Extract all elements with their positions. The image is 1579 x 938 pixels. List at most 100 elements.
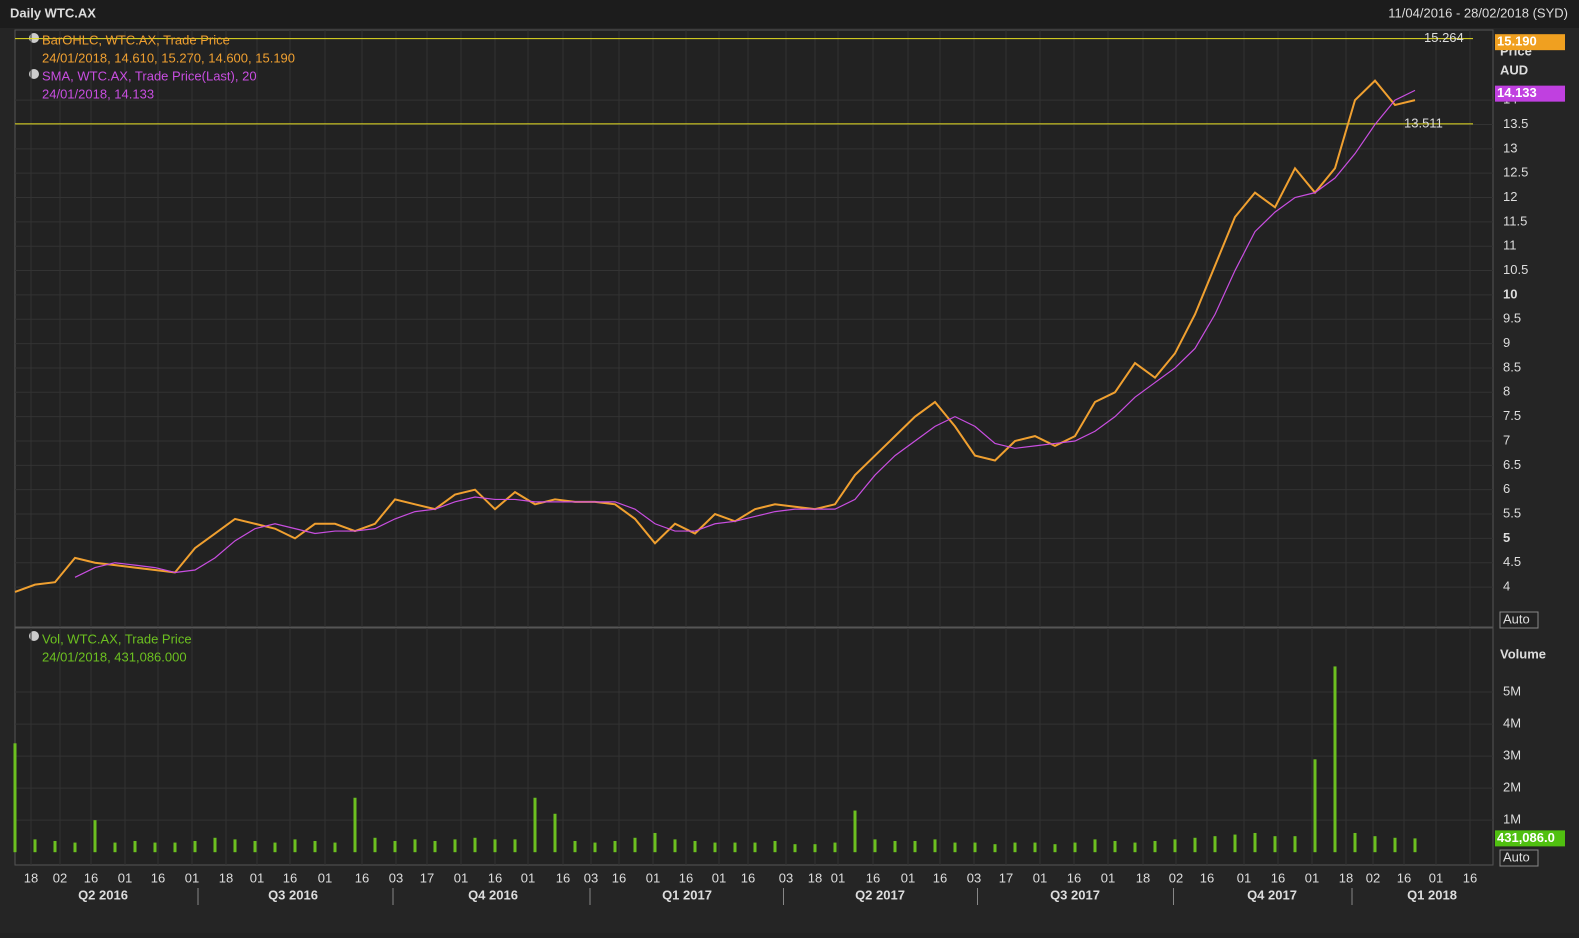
axis-unit: AUD: [1500, 62, 1528, 77]
volume-bar: [853, 810, 857, 853]
volume-bar: [473, 837, 477, 853]
volume-bar: [433, 840, 437, 853]
x-tick-label: 02: [1366, 870, 1380, 885]
volume-bar: [813, 844, 817, 853]
x-tick-label: 18: [1136, 870, 1150, 885]
volume-bar: [193, 840, 197, 853]
last-value-label: 14.133: [1497, 85, 1537, 100]
volume-bar: [53, 840, 57, 853]
header-range: 11/04/2016 - 28/02/2018 (SYD): [1388, 5, 1568, 20]
volume-bar: [493, 839, 497, 853]
volume-bar: [953, 842, 957, 853]
volume-bar: [1133, 842, 1137, 853]
axis-title: Volume: [1500, 646, 1546, 661]
legend-text: 24/01/2018, 14.133: [42, 86, 154, 101]
scale-button[interactable]: [1499, 611, 1539, 629]
legend-text: 24/01/2018, 14.610, 15.270, 14.600, 15.1…: [42, 50, 295, 65]
x-tick-label: 01: [454, 870, 468, 885]
x-tick-label: 01: [1101, 870, 1115, 885]
scale-button[interactable]: [1499, 849, 1539, 867]
volume-bar: [13, 743, 17, 853]
volume-bar: [213, 837, 217, 853]
y-tick-label: 9.5: [1503, 311, 1521, 326]
volume-bar: [153, 842, 157, 853]
volume-bar: [33, 839, 37, 853]
quarter-label: Q3 2017: [1050, 887, 1100, 902]
volume-bar: [1373, 836, 1377, 853]
y-tick-label: 3M: [1503, 748, 1521, 763]
y-tick-label: 7.5: [1503, 408, 1521, 423]
volume-bar: [1093, 839, 1097, 853]
x-tick-label: 03: [779, 870, 793, 885]
x-tick-label: 16: [355, 870, 369, 885]
volume-bar: [333, 842, 337, 853]
quarter-label: Q4 2017: [1247, 887, 1297, 902]
x-tick-label: 16: [1067, 870, 1081, 885]
volume-bar: [373, 837, 377, 853]
x-tick-label: 01: [1305, 870, 1319, 885]
volume-bar: [1013, 842, 1017, 853]
volume-bar: [453, 839, 457, 853]
volume-bar: [833, 842, 837, 853]
y-tick-label: 8.5: [1503, 359, 1521, 374]
quarter-label: Q2 2016: [78, 887, 128, 902]
quarter-label: Q3 2016: [268, 887, 318, 902]
volume-bar: [1273, 836, 1277, 853]
price-panel: [14, 29, 1494, 628]
x-tick-label: 03: [967, 870, 981, 885]
volume-bar: [913, 840, 917, 853]
volume-bar: [73, 842, 77, 853]
x-tick-label: 03: [584, 870, 598, 885]
header-title: Daily WTC.AX: [10, 5, 96, 20]
x-tick-label: 16: [741, 870, 755, 885]
x-tick-label: 01: [1237, 870, 1251, 885]
volume-bar: [613, 840, 617, 853]
volume-bar: [133, 840, 137, 853]
volume-bar: [933, 839, 937, 853]
y-tick-label: 6: [1503, 481, 1510, 496]
x-tick-label: 01: [118, 870, 132, 885]
x-tick-label: 16: [1200, 870, 1214, 885]
legend-text: BarOHLC, WTC.AX, Trade Price: [42, 32, 230, 47]
volume-bar: [393, 840, 397, 853]
header-bar: [0, 0, 1579, 28]
y-tick-label: 12.5: [1503, 165, 1528, 180]
x-tick-label: 18: [219, 870, 233, 885]
volume-bar: [1213, 836, 1217, 853]
y-tick-label: 13: [1503, 140, 1517, 155]
volume-bar: [1353, 832, 1357, 853]
volume-bar: [873, 839, 877, 853]
x-tick-label: 01: [185, 870, 199, 885]
volume-bar: [1413, 838, 1417, 853]
volume-bar: [413, 839, 417, 853]
volume-bar: [793, 844, 797, 853]
volume-bar: [693, 840, 697, 853]
volume-bar: [273, 842, 277, 853]
scale-button-label: Auto: [1503, 611, 1530, 626]
y-tick-label: 5: [1503, 530, 1510, 545]
x-tick-label: 18: [1339, 870, 1353, 885]
x-tick-label: 01: [1429, 870, 1443, 885]
y-tick-label: 9: [1503, 335, 1510, 350]
price-line: [14, 79, 1416, 593]
x-tick-label: 16: [488, 870, 502, 885]
volume-bar: [1253, 832, 1257, 853]
x-tick-label: 16: [866, 870, 880, 885]
x-tick-label: 17: [999, 870, 1013, 885]
x-tick-label: 01: [901, 870, 915, 885]
last-value-box: [1495, 830, 1565, 847]
x-tick-label: 01: [521, 870, 535, 885]
x-tick-label: 16: [1463, 870, 1477, 885]
volume-bar: [1333, 666, 1337, 853]
y-tick-label: 10.5: [1503, 262, 1528, 277]
y-tick-label: 7: [1503, 432, 1510, 447]
x-tick-label: 18: [24, 870, 38, 885]
y-tick-label: 12: [1503, 189, 1517, 204]
volume-bar: [353, 797, 357, 853]
volume-bar: [113, 842, 117, 853]
volume-bar: [1073, 842, 1077, 853]
y-tick-label: 10: [1503, 286, 1517, 301]
x-tick-label: 16: [556, 870, 570, 885]
quarter-label: Q2 2017: [855, 887, 905, 902]
volume-bar: [973, 842, 977, 853]
